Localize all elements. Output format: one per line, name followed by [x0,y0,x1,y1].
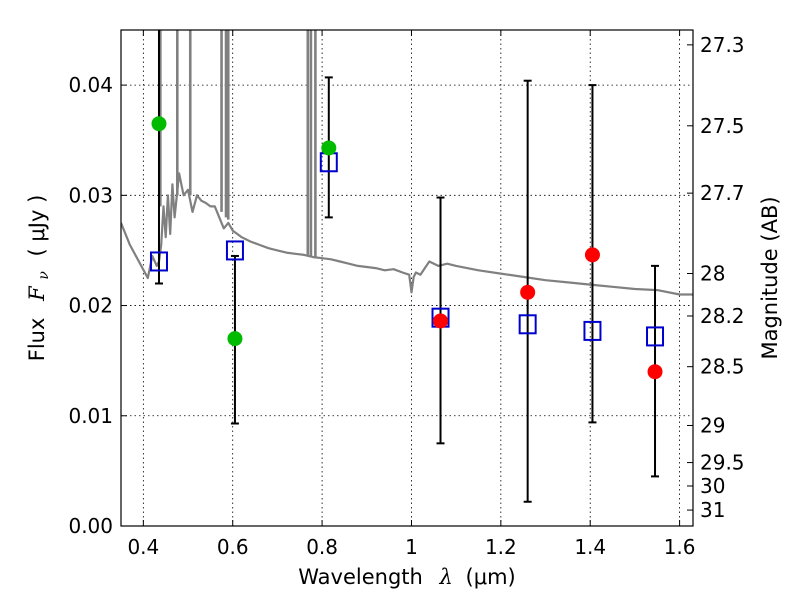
spectrum-layer [121,30,693,296]
x-tick-label: 1.2 [485,535,517,559]
x-tick-label: 1.6 [664,535,696,559]
tick-layer: 0.4 0.6 0.8 1 1.2 1.4 1.6 0.00 0.01 0.02 0.03 0.04 2… [68,30,745,559]
x-tick-label: 0.6 [217,535,249,559]
right-axis-label: Magnitude (AB) [758,196,782,359]
y-axis-label: Flux F ν ( μJy ) [25,195,53,362]
x-tick-label: 0.4 [127,535,159,559]
y-tick-label: 0.03 [68,183,113,207]
x-axis-label-text: Wavelength [298,565,423,589]
model-flux-square [646,326,665,347]
plot-area-background [121,30,693,526]
y-tick-label: 0.04 [68,73,113,97]
model-flux-square [149,251,168,272]
mag-tick-label: 27.7 [700,181,745,205]
nondetection-point [584,247,600,263]
mag-tick-label: 30 [700,474,725,498]
spectrum-line [121,172,693,296]
x-tick-label: 1 [405,535,418,559]
model-flux-square [583,320,602,341]
x-axis-label: Wavelength λ (μm) [298,565,515,589]
plot-frame [120,29,694,527]
mag-tick-label: 27.5 [700,114,745,138]
detection-point [227,331,243,347]
x-tick-label: 0.8 [306,535,338,559]
y-axis-subscript: ν [36,271,52,280]
y-axis-label-text: Flux [25,318,49,362]
mag-tick-label: 29.5 [700,451,745,475]
nondetection-point [520,284,536,300]
y-tick-label: 0.00 [68,514,113,538]
detection-point [321,140,337,156]
mag-tick-label: 31 [700,498,725,522]
detection-point [151,116,167,132]
mag-tick-label: 27.3 [700,33,745,57]
y-axis-unit: ( μJy ) [25,195,49,257]
x-axis-symbol: λ [439,565,453,589]
marker-layer [149,116,665,380]
y-tick-label: 0.02 [68,294,113,318]
x-tick-label: 1.4 [574,535,606,559]
model-flux-square [518,314,537,335]
mag-tick-label: 29 [700,413,725,437]
mag-tick-label: 28.2 [700,304,745,328]
mag-tick-label: 28.5 [700,355,745,379]
y-tick-label: 0.01 [68,404,113,428]
y-axis-symbol: F [25,285,49,302]
nondetection-point [647,364,663,380]
model-flux-square [225,240,244,261]
x-axis-unit: (μm) [466,565,516,589]
nondetection-point [433,313,449,329]
mag-tick-label: 28 [700,261,725,285]
